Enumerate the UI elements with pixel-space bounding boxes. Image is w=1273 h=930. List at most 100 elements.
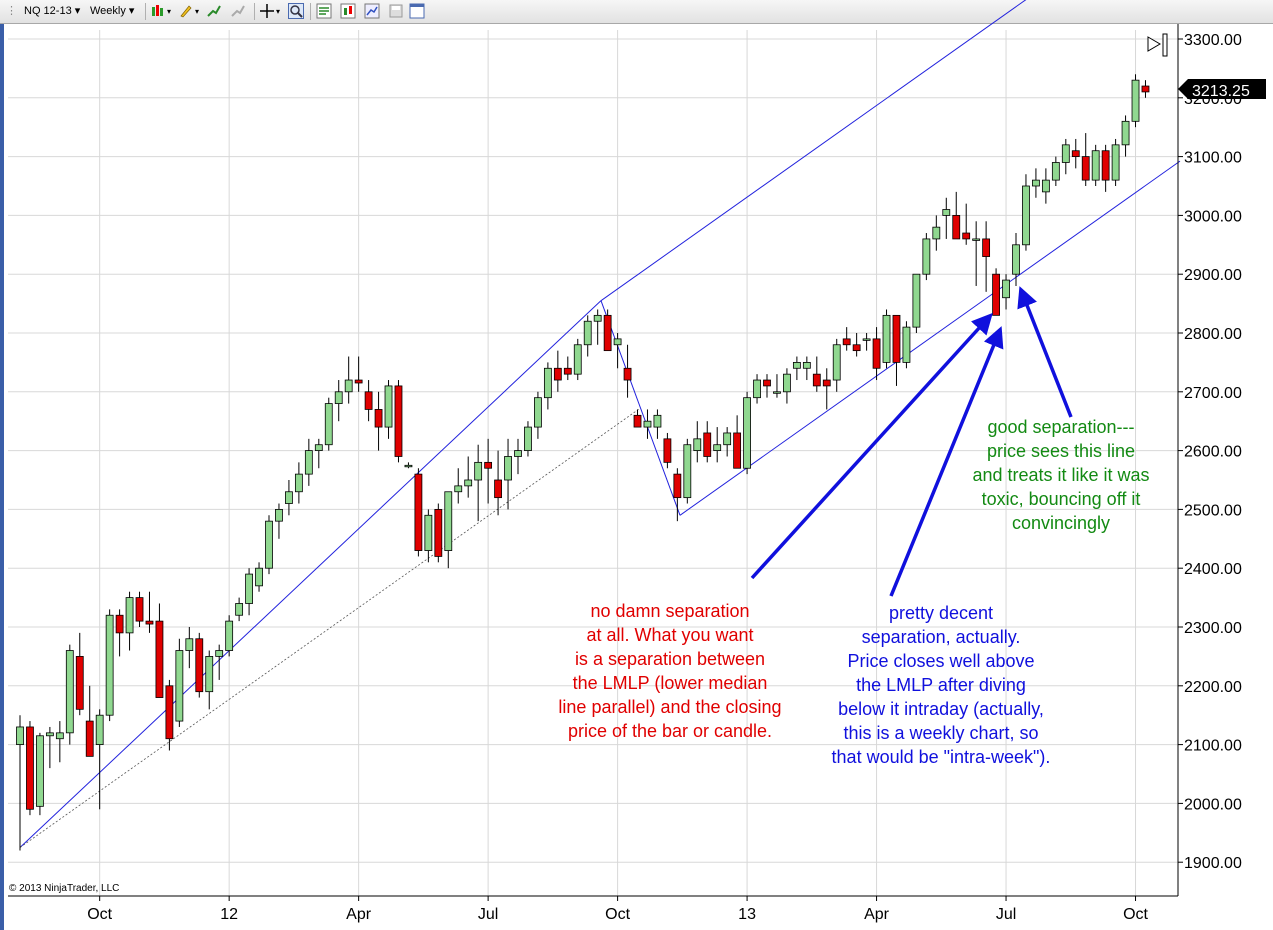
candle-body (1041, 179, 1050, 193)
chart-style-icon[interactable] (150, 3, 166, 19)
candle-body (842, 338, 851, 346)
instrument-label: NQ 12-13 (24, 5, 72, 17)
price-tick-label: 3100.00 (1184, 150, 1242, 167)
price-tick-label: 2800.00 (1184, 326, 1242, 343)
candle-body (733, 432, 742, 469)
crosshair-icon[interactable] (259, 3, 275, 19)
price-tick-label: 2900.00 (1184, 267, 1242, 284)
zoom-icon[interactable] (288, 3, 304, 19)
candle-body (683, 444, 692, 499)
pitchfork-handle-upper (19, 300, 602, 848)
annotation-line: price sees this line (986, 441, 1136, 461)
candle-body (922, 238, 931, 275)
candle-body (1131, 79, 1140, 122)
arrow-decent-separation (889, 326, 1004, 597)
candle-body (414, 473, 423, 551)
toolbar-separator (254, 3, 255, 20)
price-tick-label: 2100.00 (1184, 738, 1242, 755)
current-price-label: 3213.25 (1192, 83, 1250, 100)
candle-body (65, 650, 74, 734)
properties-icon[interactable] (316, 3, 332, 19)
toolbar: ⋮ NQ 12-13 ▾ Weekly ▾ ▾ ▾ ▾ (0, 0, 1273, 24)
candle-body (404, 464, 413, 468)
median-line-channel (19, 0, 1181, 848)
time-tick-label: Jul (478, 906, 498, 923)
candle-body (812, 373, 821, 387)
candle-body (444, 491, 453, 551)
candle-body (703, 432, 712, 457)
candle-body (1022, 185, 1030, 246)
copyright-text: © 2013 NinjaTrader, LLC (9, 883, 120, 894)
candle-body (135, 597, 144, 622)
strategy-icon[interactable] (230, 3, 246, 19)
candle-body (474, 461, 483, 481)
candle-body (543, 367, 552, 399)
crosshair-dropdown-icon[interactable]: ▾ (276, 7, 281, 16)
price-tick-label: 2300.00 (1184, 620, 1242, 637)
candle-body (802, 361, 811, 369)
save-icon[interactable] (388, 3, 404, 19)
toolbar-separator (145, 3, 146, 20)
annotation-red: no damn separation at all. What you want i… (528, 599, 812, 743)
candle-body (1121, 120, 1130, 146)
candle-body (185, 638, 194, 651)
instrument-selector[interactable]: NQ 12-13 ▾ (24, 5, 81, 17)
candle-body (75, 656, 84, 710)
chart-window-icon[interactable] (364, 3, 380, 19)
price-tick-label: 2200.00 (1184, 679, 1242, 696)
candle-body (225, 620, 234, 651)
candle-body (643, 420, 652, 428)
pitchfork-handle-dotted (19, 407, 641, 848)
candle-body (235, 603, 244, 616)
price-tick-label: 2500.00 (1184, 502, 1242, 519)
candle-body (882, 314, 891, 363)
candle-body (424, 514, 433, 551)
indicator-icon[interactable] (206, 3, 222, 19)
candle-body (504, 456, 512, 481)
end-markers: 3213.25 (1147, 33, 1266, 100)
period-selector[interactable]: Weekly ▾ (90, 5, 135, 17)
candle-body (743, 397, 751, 469)
candle-body (195, 638, 204, 693)
time-tick-label: Oct (87, 906, 112, 923)
candle-body (653, 414, 662, 428)
candle-body (95, 714, 104, 746)
candle-body (932, 226, 941, 240)
candle-body (534, 397, 542, 428)
price-tick-label: 2700.00 (1184, 385, 1242, 402)
candle-body (514, 450, 522, 457)
time-axis: Oct 12 Apr Jul Oct 13 Apr Jul Oct (8, 895, 1178, 923)
data-series-icon[interactable] (340, 3, 356, 19)
annotation-line: and treats it like it was (972, 465, 1150, 485)
annotation-line: is a separation between (574, 649, 766, 669)
candle-body (394, 385, 403, 457)
candle-body (245, 573, 253, 604)
price-tick-label: 2000.00 (1184, 796, 1242, 813)
candle-body (285, 491, 293, 504)
annotation-line: price of the bar or candle. (567, 721, 773, 741)
draw-dropdown-icon[interactable]: ▾ (195, 7, 200, 16)
lower-median-line-parallel (679, 160, 1181, 516)
candle-body (912, 273, 921, 328)
annotation-line: Price closes well above (847, 651, 1035, 671)
current-price-marker (1178, 79, 1266, 99)
chart-style-dropdown-icon[interactable]: ▾ (167, 7, 172, 16)
candle-body (36, 735, 44, 807)
annotation-line: no damn separation (590, 601, 750, 621)
candle-body (862, 338, 871, 341)
time-tick-label: 13 (738, 906, 756, 923)
candle-body (992, 273, 1000, 316)
candle-body (872, 338, 881, 369)
window-left-border (0, 24, 4, 930)
period-label: Weekly (90, 5, 126, 17)
price-tick-label: 2400.00 (1184, 561, 1242, 578)
candle-body (16, 726, 24, 746)
candle-body (852, 344, 861, 352)
pencil-icon[interactable] (178, 3, 194, 19)
candle-body (314, 444, 323, 452)
candle-body (494, 479, 502, 499)
panel-icon[interactable] (409, 3, 425, 19)
candle-body (962, 232, 971, 240)
candle-body (723, 432, 732, 446)
